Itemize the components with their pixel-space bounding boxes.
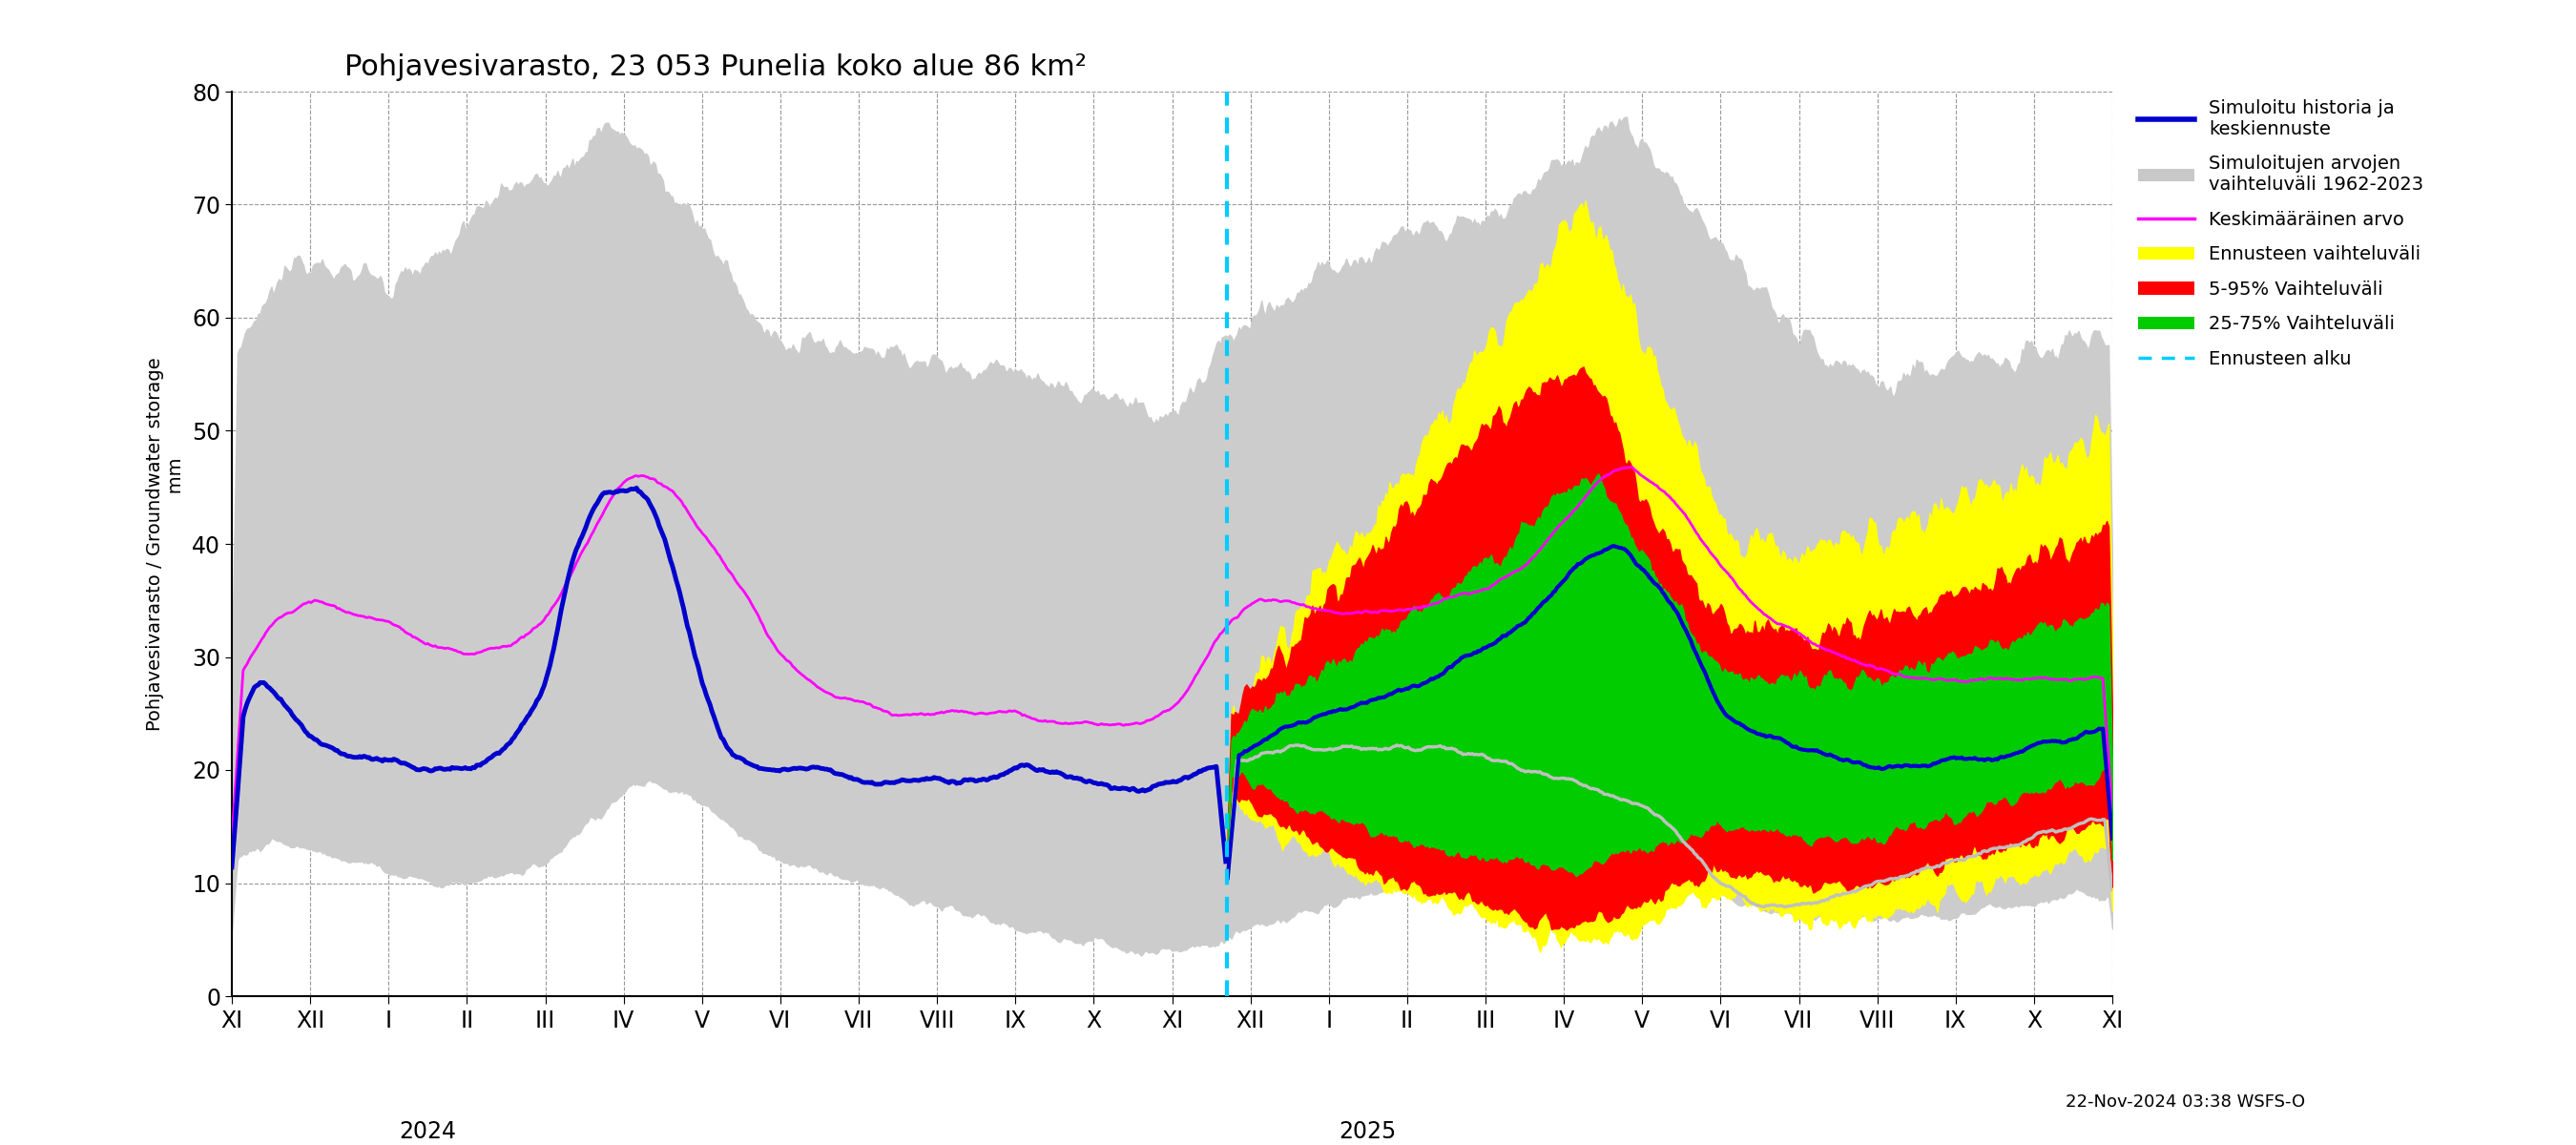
Legend: Simuloitu historia ja
keskiennuste, Simuloitujen arvojen
vaihteluväli 1962-2023,: Simuloitu historia ja keskiennuste, Simu…	[2130, 92, 2432, 376]
Y-axis label: Pohjavesivarasto / Groundwater storage
                       mm: Pohjavesivarasto / Groundwater storage m…	[147, 357, 185, 731]
Text: Pohjavesivarasto, 23 053 Punelia koko alue 86 km²: Pohjavesivarasto, 23 053 Punelia koko al…	[345, 54, 1087, 81]
Text: 2025: 2025	[1340, 1121, 1396, 1144]
Text: 22-Nov-2024 03:38 WSFS-O: 22-Nov-2024 03:38 WSFS-O	[2066, 1093, 2306, 1111]
Text: 2024: 2024	[399, 1121, 456, 1144]
